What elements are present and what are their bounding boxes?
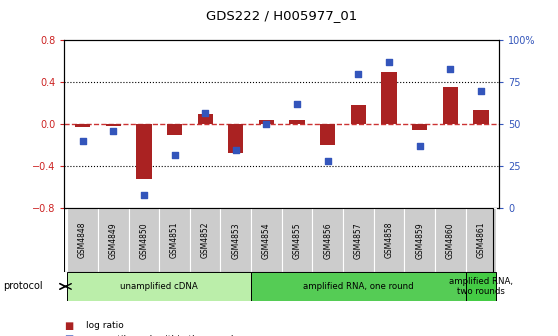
Text: GSM4848: GSM4848 [78,222,87,258]
Bar [351,106,366,124]
Bar [167,124,182,135]
Bar [382,72,397,124]
Text: log ratio: log ratio [86,322,124,330]
Text: amplified RNA, one round: amplified RNA, one round [303,282,413,291]
Text: amplified RNA,
two rounds: amplified RNA, two rounds [449,277,513,296]
Bar [159,208,190,272]
Text: GSM4856: GSM4856 [323,222,332,259]
Text: GSM4849: GSM4849 [109,222,118,259]
Bar [136,124,152,179]
Text: GSM4858: GSM4858 [384,222,393,258]
Bar [105,124,121,126]
Point [232,147,240,152]
Point [323,159,332,164]
Point [292,101,301,107]
Text: GSM4857: GSM4857 [354,222,363,259]
Text: GSM4850: GSM4850 [140,222,148,259]
Text: protocol: protocol [3,282,42,291]
Bar [75,124,90,127]
Bar [435,208,466,272]
Point [384,59,393,65]
Bar [442,86,458,124]
Bar [466,208,497,272]
Text: GSM4853: GSM4853 [232,222,240,259]
Text: GSM4855: GSM4855 [292,222,302,259]
Point [201,110,210,115]
Text: GSM4860: GSM4860 [446,222,455,259]
Point [477,88,485,93]
Point [78,138,87,144]
Bar [251,272,466,301]
Text: GSM4859: GSM4859 [415,222,424,259]
Point [446,66,455,72]
Bar [405,208,435,272]
Text: GSM4854: GSM4854 [262,222,271,259]
Text: GSM4851: GSM4851 [170,222,179,258]
Bar [312,208,343,272]
Bar [220,208,251,272]
Text: percentile rank within the sample: percentile rank within the sample [86,335,239,336]
Bar [412,124,427,130]
Point [415,143,424,149]
Text: ■: ■ [64,321,74,331]
Bar [320,124,335,145]
Point [109,128,118,134]
Bar [343,208,374,272]
Bar [374,208,405,272]
Point [354,71,363,77]
Point [170,152,179,157]
Text: GSM4852: GSM4852 [201,222,210,258]
Bar [190,208,220,272]
Bar [251,208,282,272]
Bar [259,120,274,124]
Bar [228,124,243,153]
Text: unamplified cDNA: unamplified cDNA [121,282,198,291]
Bar [98,208,128,272]
Text: GDS222 / H005977_01: GDS222 / H005977_01 [206,9,358,22]
Bar [466,272,497,301]
Bar [290,120,305,124]
Bar [473,110,489,124]
Point [262,122,271,127]
Text: ■: ■ [64,334,74,336]
Bar [282,208,312,272]
Point [140,192,148,198]
Bar [198,114,213,124]
Bar [67,272,251,301]
Text: GSM4861: GSM4861 [477,222,485,258]
Bar [67,208,98,272]
Bar [128,208,159,272]
